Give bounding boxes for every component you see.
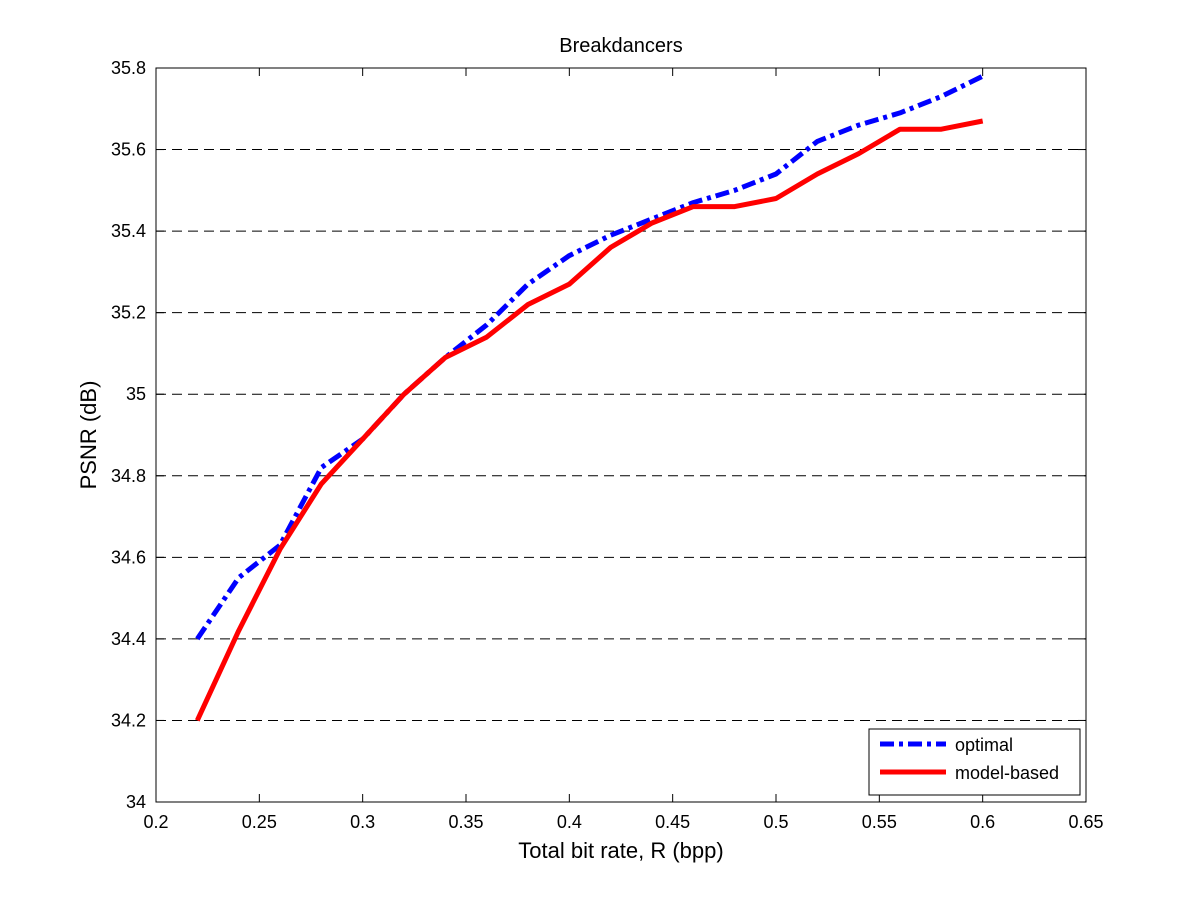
y-tick-label: 35.4 — [111, 221, 146, 241]
y-tick-label: 35.6 — [111, 140, 146, 160]
y-tick-label: 34.2 — [111, 710, 146, 730]
axis-ticks — [155, 67, 1087, 803]
legend-label-model-based: model-based — [955, 763, 1059, 783]
x-tick-label: 0.4 — [557, 812, 582, 832]
y-tick-label: 35 — [126, 384, 146, 404]
y-tick-label: 34.6 — [111, 547, 146, 567]
plot-frame — [155, 67, 1087, 803]
legend: optimal model-based — [868, 728, 1081, 796]
chart-title: Breakdancers — [559, 35, 682, 57]
y-tick-label: 34 — [126, 792, 146, 812]
y-axis-label: PSNR (dB) — [76, 381, 101, 490]
y-tick-label: 34.8 — [111, 466, 146, 486]
x-tick-label: 0.5 — [763, 812, 788, 832]
plot-area — [156, 68, 1086, 802]
x-tick-label: 0.65 — [1068, 812, 1103, 832]
x-tick-label: 0.55 — [862, 812, 897, 832]
y-tick-label: 35.2 — [111, 303, 146, 323]
x-tick-label: 0.6 — [970, 812, 995, 832]
x-tick-label: 0.25 — [242, 812, 277, 832]
x-tick-label: 0.3 — [350, 812, 375, 832]
tick-labels: 0.2 0.25 0.3 0.35 0.4 0.45 0.5 0.55 0.6 0.65 34 34.… — [111, 58, 1104, 832]
y-tick-label: 34.4 — [111, 629, 146, 649]
series-line-optimal — [195, 73, 984, 641]
x-tick-label: 0.35 — [448, 812, 483, 832]
series-layer — [195, 73, 984, 722]
x-tick-label: 0.2 — [143, 812, 168, 832]
grid-lines — [156, 149, 1086, 721]
x-axis-label: Total bit rate, R (bpp) — [518, 838, 723, 863]
x-tick-label: 0.45 — [655, 812, 690, 832]
y-tick-label: 35.8 — [111, 58, 146, 78]
legend-box — [868, 728, 1081, 796]
legend-label-optimal: optimal — [955, 735, 1013, 755]
series-line-model-based — [195, 118, 984, 722]
